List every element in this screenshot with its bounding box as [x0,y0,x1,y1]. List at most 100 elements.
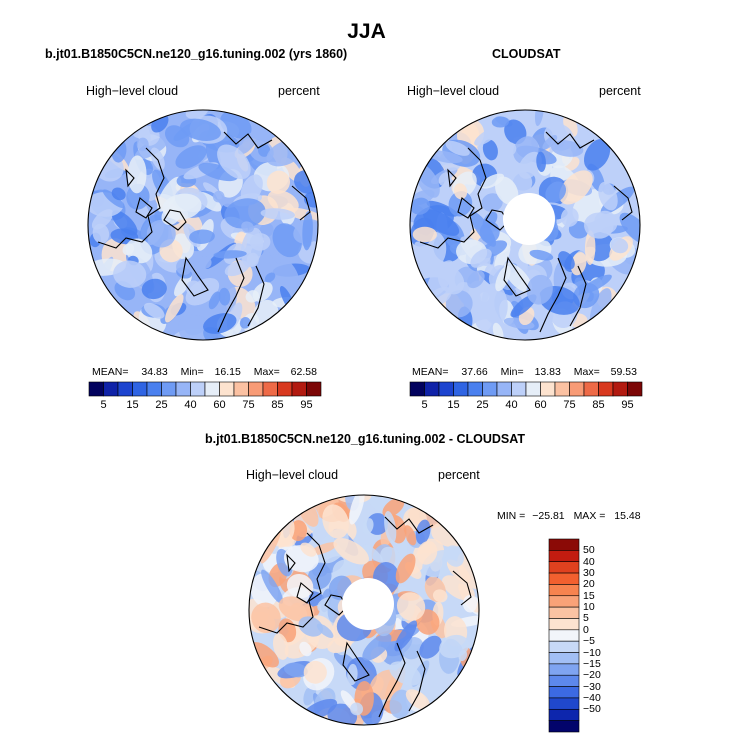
polar-data-gap [342,578,394,630]
obs-colorbar-ticks: 5 15 25 40 60 75 85 95 [410,399,642,413]
coastline [97,147,165,249]
model-stats: MEAN= 34.83 Min= 16.15 Max= 62.58 [92,366,317,378]
field-patch [534,110,545,127]
field-patch [584,230,596,265]
field-patch [570,252,587,276]
colorbar-swatch [88,381,104,397]
colorbar-tick-label: 20 [583,578,595,591]
colorbar-swatch [548,708,580,721]
field-patch [218,287,231,306]
coastline [258,532,326,634]
field-patch [111,210,138,236]
colorbar-tick-label: 10 [583,601,595,614]
colorbar-swatch [190,381,206,397]
field-patch [302,211,313,251]
field-patch [198,255,212,269]
map-outline [87,109,319,341]
field-patch [141,278,167,300]
field-patch [610,237,629,254]
field-patch [257,143,271,157]
field-patch [198,162,238,182]
colorbar-swatch [467,381,483,397]
field-patch [480,173,505,189]
colorbar-swatch [548,561,580,574]
field-patch [347,663,358,686]
field-patch [175,145,207,169]
field-patch [362,633,392,661]
obs-max-value: 59.53 [610,366,637,378]
colorbar-swatch [548,674,580,687]
field-layer [88,110,318,340]
field-patch [558,251,575,270]
field-patch [298,616,324,637]
colorbar-swatch [219,381,235,397]
colorbar-tick-label: 75 [563,399,576,411]
coastline [286,553,296,573]
obs-variable-label: High−level cloud [407,84,500,98]
field-patch [495,176,519,205]
obs-polar-map [409,109,641,341]
obs-max-label: Max= [573,366,600,378]
colorbar-swatch [438,381,454,397]
diff-min-value: −25.81 [532,510,565,522]
colorbar-swatch [146,381,162,397]
field-patch [333,538,369,565]
obs-min-label: Min= [500,366,524,378]
field-patch [180,118,221,141]
colorbar-swatch [277,381,293,397]
polar-data-gap [503,193,555,245]
field-patch [445,290,473,318]
field-patch [143,302,165,319]
colorbar-swatch [262,381,278,397]
field-patch [410,197,430,215]
field-patch [365,495,389,513]
main-title: JJA [347,20,386,43]
model-min-label: Min= [180,366,204,378]
field-patch [251,602,281,634]
field-patch [462,595,478,613]
coastline [163,209,187,231]
coastline [135,197,153,219]
field-patch [134,137,169,160]
field-patch [349,495,365,525]
model-max-label: Max= [253,366,280,378]
colorbar-swatch [554,381,570,397]
colorbar-tick-label: 5 [100,399,107,411]
field-patch [444,545,464,567]
field-patch [283,662,308,678]
colorbar-tick-label: 95 [621,399,634,411]
obs-mean-label: MEAN= [412,366,449,378]
coastline [378,642,406,718]
obs-units-label: percent [599,84,641,98]
colorbar-swatch [548,720,580,733]
colorbar-tick-label: 60 [213,399,226,411]
field-patch [362,544,383,563]
colorbar-swatch [525,381,541,397]
field-patch [475,307,499,332]
field-patch [467,270,485,289]
model-min-value: 16.15 [214,366,241,378]
field-patch [113,260,147,288]
colorbar-tick-label: 85 [271,399,284,411]
colorbar-tick-label: 95 [300,399,313,411]
field-patch [272,633,289,660]
colorbar-swatch [598,381,614,397]
coastline [503,256,531,297]
colorbar-tick-label: 15 [126,399,139,411]
colorbar-tick-label: −15 [583,657,601,670]
colorbar-swatch [233,381,249,397]
colorbar-swatch [548,572,580,585]
coastline [569,265,587,327]
field-patch [502,142,517,157]
field-patch [415,519,431,545]
field-patch [423,209,460,236]
field-patch [212,190,225,203]
field-patch [598,181,618,211]
field-patch [529,249,554,261]
colorbar-tick-label: −20 [583,669,601,682]
field-patch [560,207,579,227]
field-patch [503,262,533,293]
colorbar-tick-label: 75 [242,399,255,411]
diff-polar-map [248,494,480,726]
field-patch [146,219,176,248]
